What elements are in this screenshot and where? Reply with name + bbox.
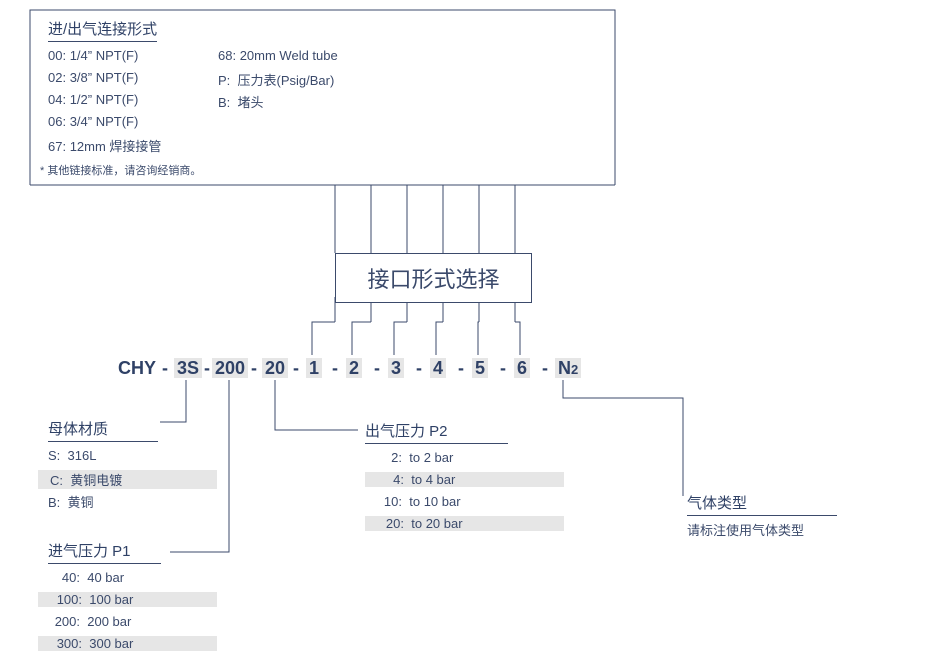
- inlet-row: 200: 200 bar: [48, 614, 131, 629]
- part-seg-200: 200: [212, 358, 248, 379]
- conn-row: P: 压力表(Psig/Bar): [218, 70, 334, 89]
- outlet-title: 出气压力 P2: [365, 420, 508, 444]
- part-seg-4: 4: [430, 358, 446, 379]
- connection-title: 进/出气连接形式: [48, 18, 157, 42]
- material-row: S: 316L: [48, 448, 96, 463]
- outlet-row: 20: to 20 bar: [365, 516, 565, 531]
- gas-title: 气体类型: [687, 492, 837, 516]
- part-seg-20: 20: [262, 358, 288, 379]
- conn-row: 00: 1/4” NPT(F): [48, 48, 138, 63]
- part-seg-2: 2: [346, 358, 362, 379]
- material-title: 母体材质: [48, 418, 158, 442]
- outlet-row: 4: to 4 bar: [365, 472, 565, 487]
- outlet-row: 10: to 10 bar: [380, 494, 461, 509]
- conn-row: 06: 3/4” NPT(F): [48, 114, 138, 129]
- conn-row: 02: 3/8” NPT(F): [48, 70, 138, 85]
- interface-select-box: 接口形式选择: [335, 253, 532, 303]
- conn-row: 67: 12mm 焊接接管: [48, 136, 161, 155]
- conn-row: 68: 20mm Weld tube: [218, 48, 338, 63]
- part-seg-5: 5: [472, 358, 488, 379]
- gas-note: 请标注使用气体类型: [687, 520, 804, 539]
- inlet-row: 40: 40 bar: [48, 570, 124, 585]
- part-seg-3s: 3S: [174, 358, 202, 379]
- part-seg-3: 3: [388, 358, 404, 379]
- part-seg-n2: N2: [555, 358, 581, 379]
- part-seg-chy: CHY: [118, 358, 156, 379]
- part-seg-1: 1: [306, 358, 322, 379]
- conn-row: B: 堵头: [218, 92, 264, 111]
- material-row: C: 黄铜电镀: [38, 470, 218, 489]
- inlet-row: 100: 100 bar: [38, 592, 218, 607]
- connection-footnote: * 其他链接标准，请咨询经销商。: [40, 162, 201, 178]
- inlet-title: 进气压力 P1: [48, 540, 161, 564]
- part-seg-6: 6: [514, 358, 530, 379]
- material-row: B: 黄铜: [48, 492, 94, 511]
- outlet-row: 2: to 2 bar: [380, 450, 453, 465]
- inlet-row: 300: 300 bar: [38, 636, 218, 651]
- conn-row: 04: 1/2” NPT(F): [48, 92, 138, 107]
